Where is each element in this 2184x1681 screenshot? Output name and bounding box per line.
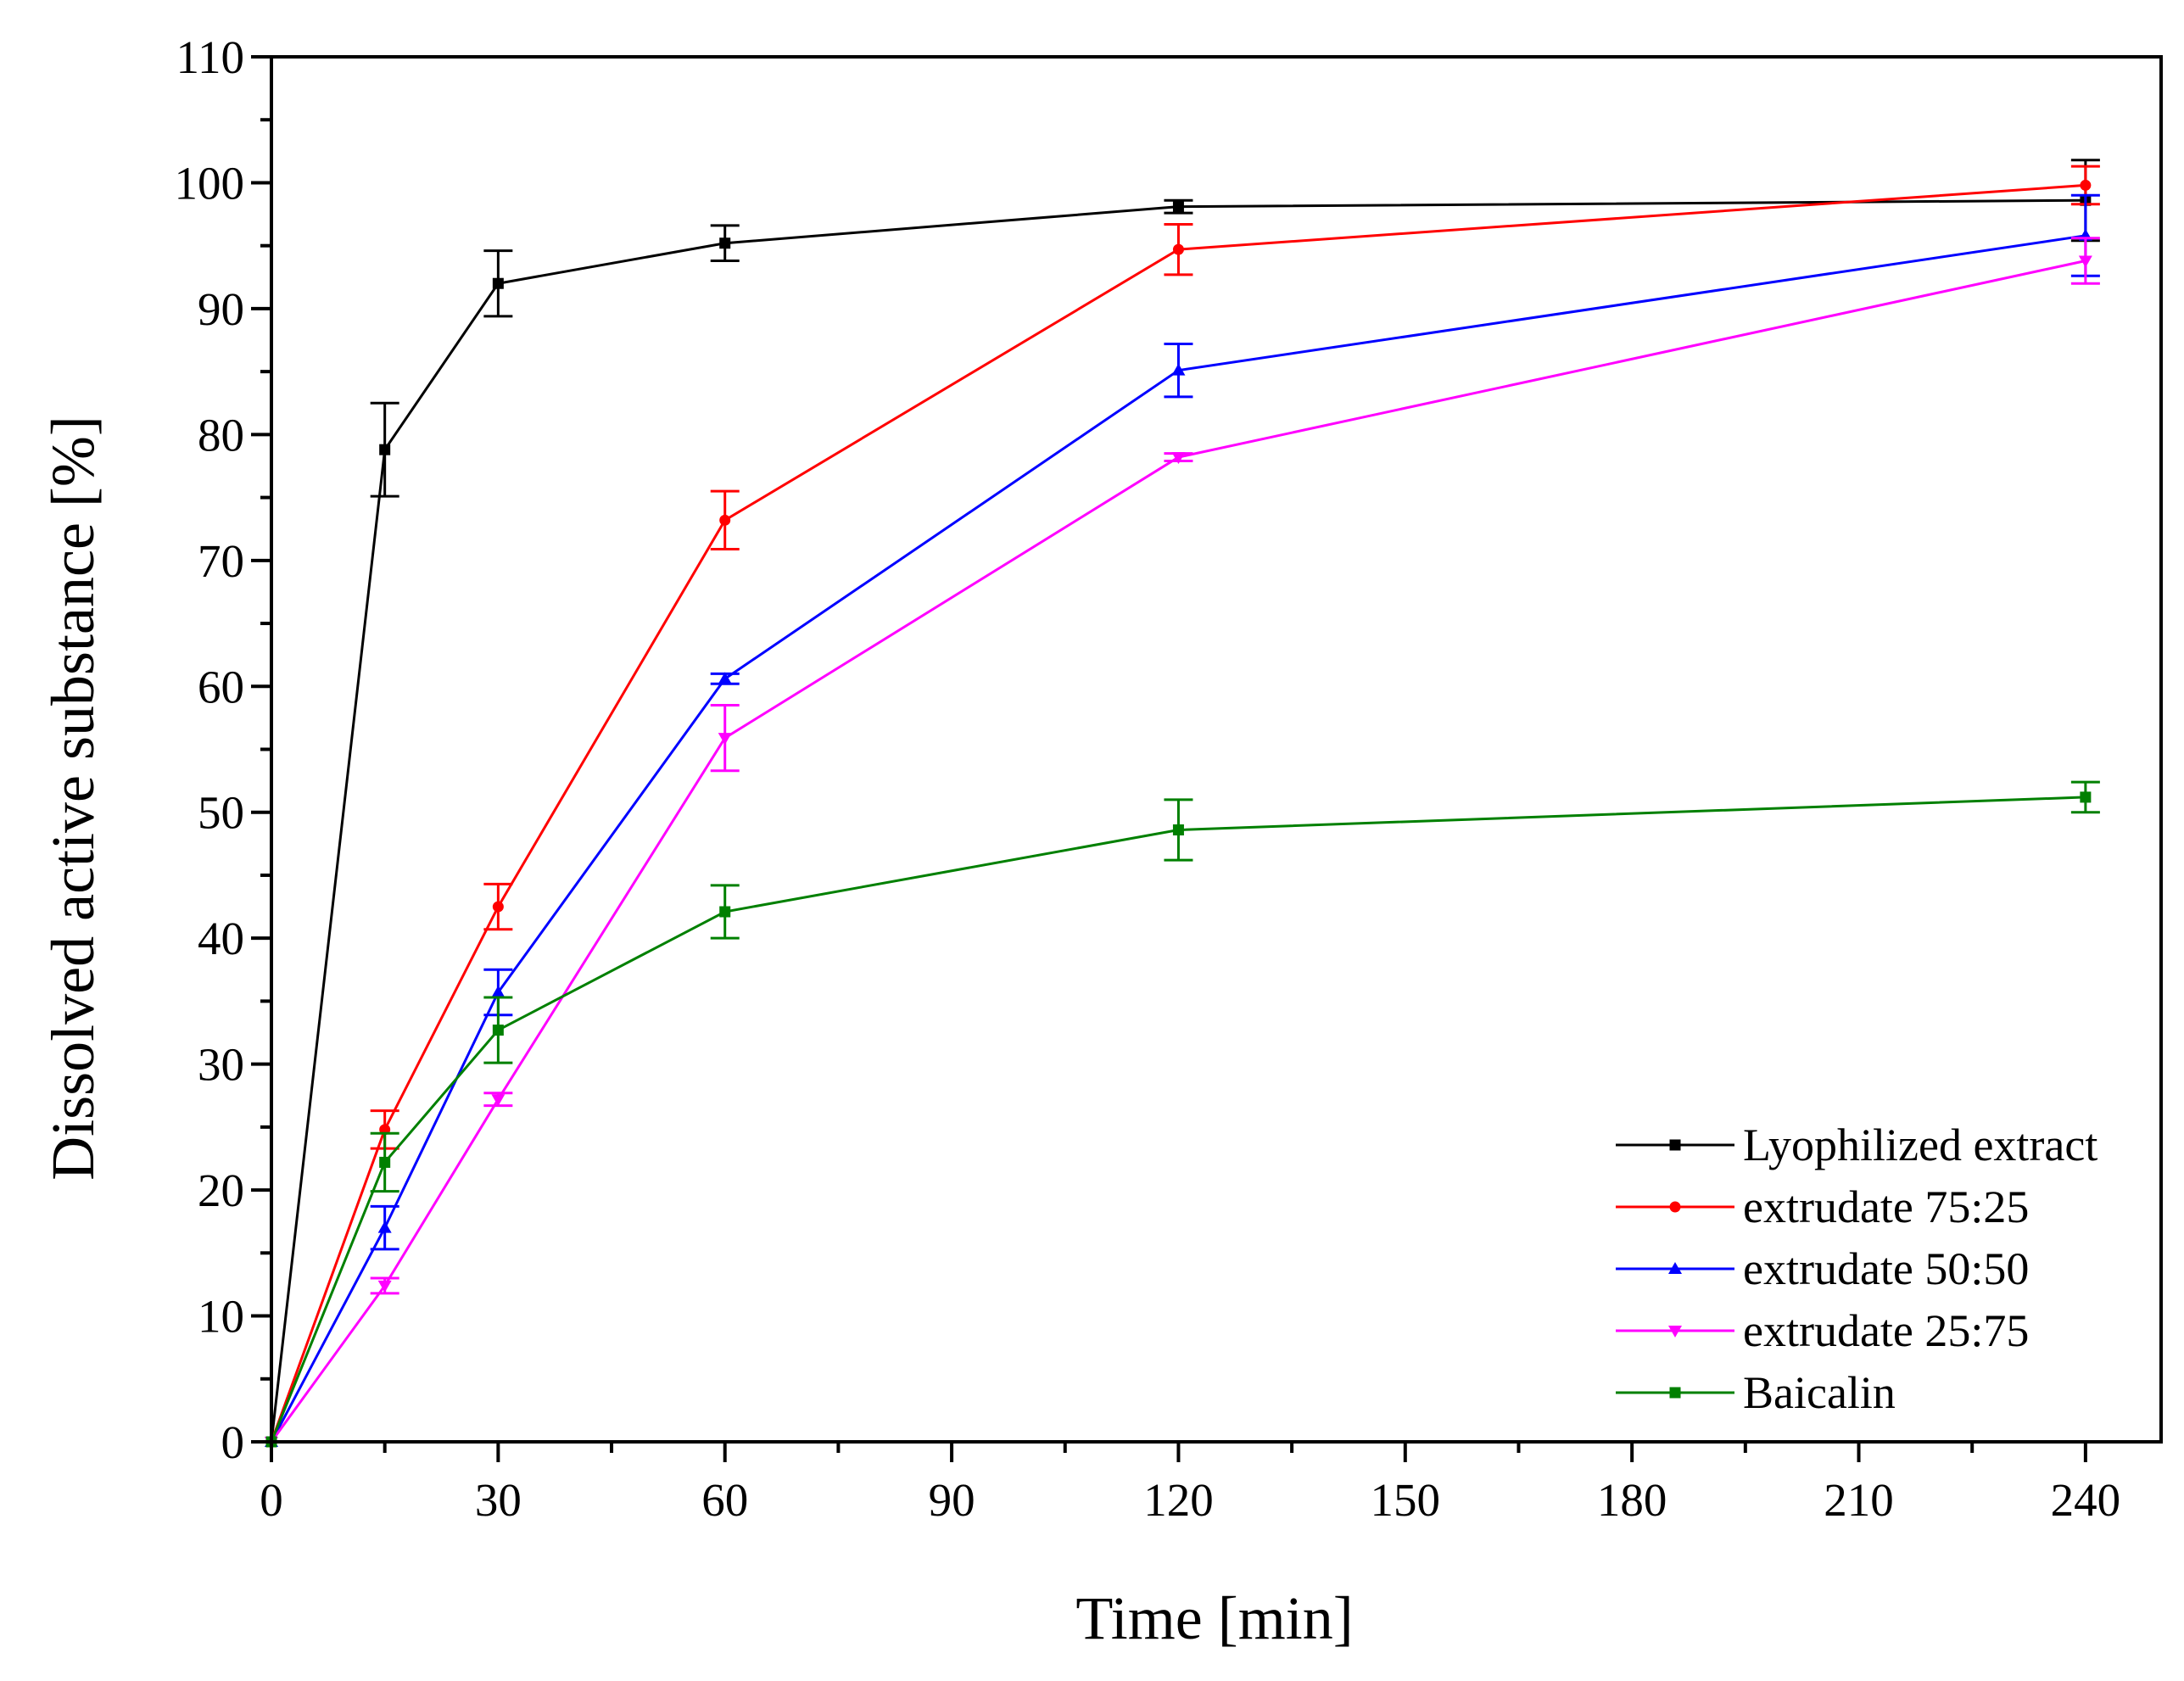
data-point [379,444,391,455]
legend-marker [1668,1326,1682,1338]
legend-label: Lyophilized extract [1743,1120,2097,1170]
legend-entry: extrudate 50:50 [1616,1243,2029,1294]
legend-entry: extrudate 25:75 [1616,1305,2029,1356]
data-point [719,906,731,918]
y-tick-label: 10 [198,1291,244,1343]
data-point [379,1156,391,1168]
x-tick-label: 0 [260,1474,283,1526]
y-tick-label: 50 [198,787,244,839]
axis-ticks [251,55,2087,1462]
x-tick-label: 60 [701,1474,748,1526]
data-point [491,1094,506,1107]
data-point [377,1220,392,1233]
data-point [718,672,732,684]
series-line [270,260,2086,1443]
plot-border [270,55,2163,1444]
x-tick-label: 150 [1371,1474,1441,1526]
y-tick-label: 30 [198,1039,244,1091]
data-point [1172,243,1184,255]
data-point [718,733,732,746]
x-tick-label: 90 [929,1474,975,1526]
data-point [1171,452,1186,465]
y-tick-label: 20 [198,1164,244,1216]
legend-marker [1669,1201,1681,1213]
x-tick-label: 30 [475,1474,522,1526]
data-point [719,237,731,249]
y-tick-label: 90 [198,283,244,335]
x-tick-label: 210 [1824,1474,1894,1526]
x-tick-label: 180 [1597,1474,1667,1526]
y-tick-label: 40 [198,913,244,964]
series-extrudate-75-25 [265,165,2100,1448]
data-point [2080,179,2092,191]
data-point [1172,201,1184,213]
y-tick-label: 60 [198,661,244,712]
y-tick-label: 0 [221,1416,245,1468]
data-point [1171,363,1186,376]
legend-marker [1669,1387,1681,1399]
y-axis-title: Dissolved active substance [%] [39,416,107,1181]
legend-label: extrudate 75:25 [1743,1181,2029,1232]
data-point [2078,255,2092,268]
data-point [491,986,506,998]
legend-label: extrudate 25:75 [1743,1305,2029,1356]
data-point [492,901,504,913]
data-point [1172,824,1184,836]
legend-label: Baicalin [1743,1367,1896,1418]
data-point [719,514,731,526]
x-axis-title: Time [min] [1075,1584,1353,1652]
legend-marker [1669,1139,1681,1151]
chart-marks [265,159,2100,1449]
x-tick-label: 240 [2051,1474,2121,1526]
plot-frame [270,55,2163,1444]
x-tick-label: 120 [1143,1474,1214,1526]
series-line [270,198,2086,1443]
data-point [492,1025,504,1036]
data-point [377,1280,392,1293]
y-tick-label: 110 [176,31,244,83]
legend-label: extrudate 50:50 [1743,1243,2029,1294]
legend-entry: Lyophilized extract [1616,1120,2097,1170]
legend: Lyophilized extract extrudate 75:25 extrud… [1616,1120,2097,1418]
legend-entry: extrudate 75:25 [1616,1181,2029,1232]
series-baicalin [265,780,2100,1448]
legend-marker [1668,1262,1682,1274]
series-line [270,796,2086,1443]
y-tick-label: 100 [175,157,245,209]
y-tick-label: 70 [198,535,244,587]
data-point [492,277,504,289]
tick-labels: 0 30 60 90 120 150 180 210 240 0 10 20 30 40 50 60 70 80 9… [175,31,2121,1526]
series-extrudate-25-75 [265,237,2100,1449]
y-tick-label: 80 [198,409,244,461]
series-line [270,234,2086,1443]
series-line [270,183,2086,1443]
data-point [2080,791,2092,803]
legend-entry: Baicalin [1616,1367,1896,1418]
